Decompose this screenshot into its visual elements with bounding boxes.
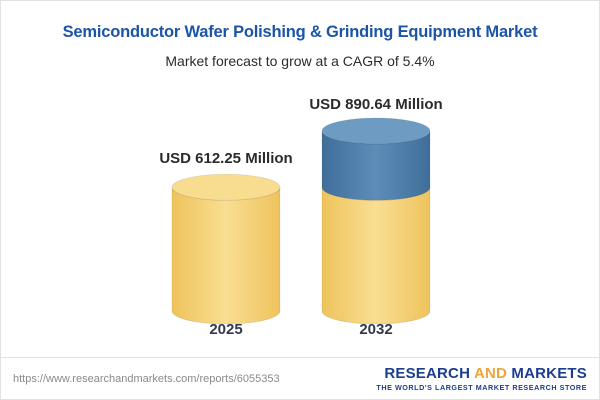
cylinder-2032-base-body <box>321 187 431 325</box>
logo-word-and: AND <box>473 364 508 382</box>
logo-word-research: RESEARCH <box>384 364 471 382</box>
value-label-2032: USD 890.64 Million <box>309 96 443 113</box>
cylinder-2032-top <box>321 117 431 145</box>
chart-subtitle: Market forecast to grow at a CAGR of 5.4… <box>165 53 435 69</box>
category-label-2025: 2025 <box>209 321 243 338</box>
chart-title: Semiconductor Wafer Polishing & Grinding… <box>62 23 538 41</box>
logo-name: RESEARCH AND MARKETS <box>384 365 587 382</box>
cylinder-2025-body <box>171 187 281 325</box>
research-and-markets-logo: RESEARCH AND MARKETS THE WORLD'S LARGEST… <box>376 365 587 393</box>
cylinder-2025-top <box>171 173 281 201</box>
footer-bar: https://www.researchandmarkets.com/repor… <box>1 357 599 399</box>
report-url-link[interactable]: https://www.researchandmarkets.com/repor… <box>13 372 280 385</box>
logo-tagline: THE WORLD'S LARGEST MARKET RESEARCH STOR… <box>376 382 587 392</box>
value-label-2025: USD 612.25 Million <box>159 150 293 167</box>
logo-word-markets: MARKETS <box>511 364 587 382</box>
category-label-2032: 2032 <box>359 321 393 338</box>
